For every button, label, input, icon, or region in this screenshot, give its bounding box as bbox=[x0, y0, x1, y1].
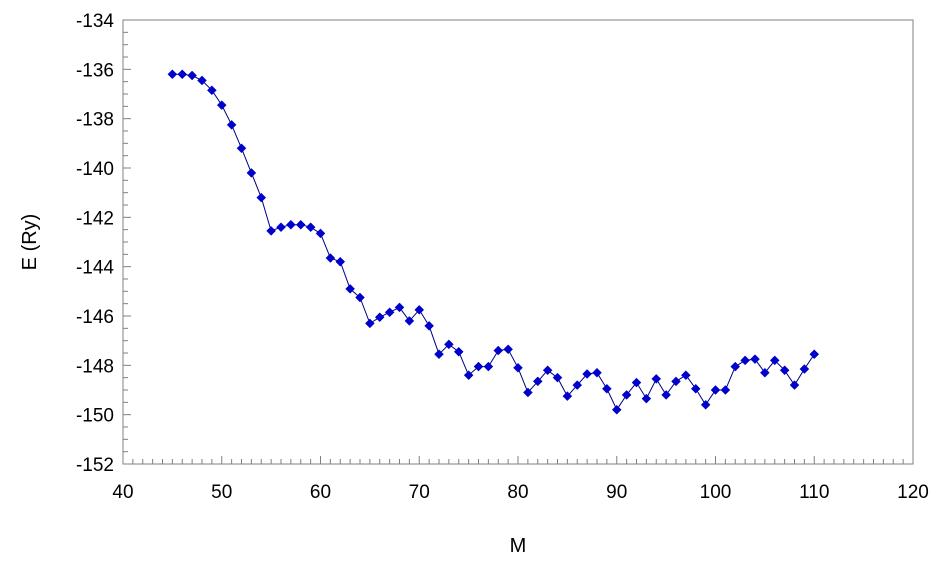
data-point bbox=[779, 365, 790, 376]
data-point bbox=[266, 226, 276, 236]
x-axis-title: M bbox=[510, 535, 527, 557]
y-tick-label: -144 bbox=[76, 258, 114, 279]
data-point bbox=[207, 85, 217, 96]
y-tick-label: -150 bbox=[76, 406, 114, 427]
data-point bbox=[305, 222, 316, 233]
data-point bbox=[355, 292, 365, 303]
data-point bbox=[690, 383, 701, 394]
data-point bbox=[335, 256, 346, 267]
data-point bbox=[710, 385, 721, 395]
data-point bbox=[463, 370, 474, 381]
y-tick-label: -152 bbox=[76, 455, 114, 476]
data-point bbox=[602, 383, 612, 394]
data-point bbox=[700, 399, 711, 410]
data-point bbox=[661, 390, 671, 400]
data-point bbox=[434, 349, 444, 360]
series-line-path bbox=[172, 73, 815, 411]
data-point bbox=[315, 228, 326, 239]
data-point bbox=[582, 369, 592, 379]
data-point bbox=[503, 344, 513, 355]
data-point bbox=[671, 376, 681, 387]
data-point bbox=[374, 312, 385, 323]
y-axis: -134 -136 -138 -140 -142 -144 -146 -148 -150 -152 bbox=[76, 11, 131, 476]
data-point bbox=[295, 219, 306, 230]
y-tick-label: -134 bbox=[76, 11, 114, 32]
data-point bbox=[621, 390, 632, 400]
x-tick-label: 40 bbox=[112, 482, 133, 503]
data-point bbox=[611, 404, 622, 415]
data-point bbox=[246, 168, 257, 178]
x-tick-label: 120 bbox=[897, 482, 929, 503]
data-point bbox=[552, 372, 563, 383]
data-point bbox=[177, 69, 188, 80]
data-point bbox=[216, 100, 227, 110]
x-tick-label: 70 bbox=[409, 482, 430, 503]
data-point bbox=[799, 364, 810, 374]
data-point bbox=[769, 355, 780, 366]
data-point bbox=[226, 119, 237, 130]
plot-area bbox=[122, 19, 914, 465]
y-tick-label: -148 bbox=[76, 356, 114, 377]
y-axis-title: E (Ry) bbox=[19, 214, 41, 271]
x-tick-label: 60 bbox=[310, 482, 331, 503]
data-point bbox=[513, 362, 523, 373]
data-point bbox=[453, 346, 464, 357]
data-point bbox=[414, 304, 425, 315]
data-point bbox=[483, 361, 494, 372]
data-point bbox=[592, 367, 602, 378]
data-point bbox=[523, 387, 533, 398]
data-point bbox=[789, 380, 800, 390]
data-point bbox=[444, 339, 454, 350]
data-point bbox=[256, 192, 267, 203]
x-tick-label: 50 bbox=[211, 482, 232, 503]
data-point bbox=[325, 253, 336, 263]
series-line bbox=[172, 73, 815, 411]
data-point bbox=[730, 361, 741, 372]
data-point bbox=[760, 367, 770, 378]
data-point bbox=[493, 345, 504, 356]
data-point bbox=[572, 380, 583, 390]
data-point bbox=[404, 316, 415, 326]
data-point bbox=[384, 307, 395, 318]
data-point bbox=[187, 70, 197, 81]
data-point bbox=[424, 321, 434, 331]
y-tick-label: -142 bbox=[76, 208, 114, 229]
data-point bbox=[562, 391, 573, 402]
data-point bbox=[631, 377, 642, 388]
x-tick-label: 90 bbox=[606, 482, 627, 503]
data-point bbox=[641, 393, 652, 404]
y-tick-label: -136 bbox=[76, 60, 114, 81]
data-point bbox=[542, 365, 553, 376]
data-point bbox=[532, 376, 543, 387]
data-point bbox=[365, 318, 375, 329]
data-point bbox=[236, 143, 247, 154]
data-point bbox=[286, 219, 296, 230]
data-point bbox=[651, 374, 662, 384]
data-point bbox=[720, 385, 731, 395]
data-point bbox=[197, 75, 207, 86]
y-tick-label: -138 bbox=[76, 110, 114, 131]
data-point bbox=[345, 284, 355, 294]
data-point bbox=[681, 370, 691, 381]
data-point bbox=[750, 354, 760, 365]
x-tick-label: 80 bbox=[507, 482, 528, 503]
data-point bbox=[394, 302, 405, 313]
x-tick-label: 110 bbox=[799, 482, 829, 503]
data-point bbox=[167, 69, 178, 80]
plot-frame bbox=[122, 19, 914, 465]
data-point bbox=[740, 355, 750, 366]
y-tick-label: -140 bbox=[76, 159, 114, 180]
data-point bbox=[276, 222, 286, 233]
y-tick-label: -146 bbox=[76, 307, 114, 328]
data-point bbox=[473, 361, 484, 372]
x-axis: 40 50 60 70 80 90 100 110 120 bbox=[112, 456, 929, 503]
series-points bbox=[167, 69, 820, 415]
data-point bbox=[809, 349, 820, 360]
x-tick-label: 100 bbox=[700, 482, 732, 503]
